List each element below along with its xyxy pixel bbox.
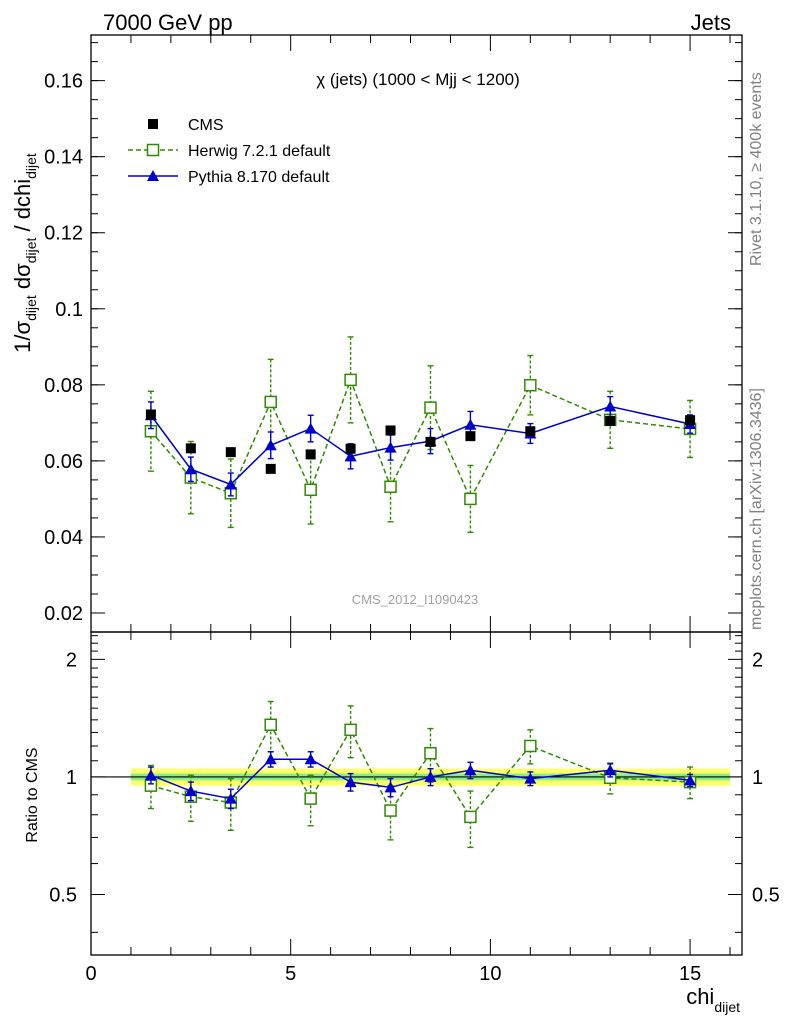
cms-point xyxy=(385,425,396,436)
ratio-herwig-point xyxy=(384,804,397,817)
herwig-point xyxy=(524,378,537,392)
cms-point xyxy=(185,443,196,454)
pythia-point xyxy=(304,422,317,434)
cms-point xyxy=(265,463,276,474)
cms-point xyxy=(685,415,696,426)
ratio-ytick-label-right: 2 xyxy=(752,649,763,671)
main-ytick-label: 0.16 xyxy=(44,71,83,93)
legend-label-cms: CMS xyxy=(188,117,224,134)
ratio-pythia-point xyxy=(384,781,397,793)
pythia-point xyxy=(604,400,617,412)
cms-point xyxy=(345,443,356,454)
side-label-bottom: mcplots.cern.ch [arXiv:1306.3436] xyxy=(748,388,765,630)
herwig-point xyxy=(264,395,277,409)
main-ytick-label: 0.02 xyxy=(44,603,83,625)
x-tick-label: 15 xyxy=(679,963,701,985)
ratio-pythia-point xyxy=(304,753,317,765)
header-left: 7000 GeV pp xyxy=(103,10,233,35)
main-ytick-label: 0.1 xyxy=(55,299,83,321)
x-tick-label: 10 xyxy=(479,963,501,985)
cms-point xyxy=(605,415,616,426)
pythia-point xyxy=(464,418,477,430)
cms-point xyxy=(225,447,236,458)
ratio-pythia-point xyxy=(524,772,537,784)
legend-label-herwig: Herwig 7.2.1 default xyxy=(188,143,331,160)
herwig-point xyxy=(344,373,357,387)
main-panel: 0.02 0.04 0.06 0.08 0.1 0.12 0.14 0.16 CMS_2012… xyxy=(10,34,743,633)
pythia-point xyxy=(264,439,277,451)
ratio-herwig-point xyxy=(344,723,357,737)
legend-label-pythia: Pythia 8.170 default xyxy=(188,169,330,186)
ratio-pythia-point xyxy=(464,764,477,776)
cms-point xyxy=(425,436,436,447)
ratio-pythia-point xyxy=(344,776,357,788)
main-ytick-label: 0.06 xyxy=(44,451,83,473)
cms-point xyxy=(525,426,536,437)
cms-series xyxy=(145,409,696,474)
ratio-pythia-point xyxy=(264,753,277,765)
ratio-pythia-point xyxy=(144,769,157,781)
ratio-pythia-line xyxy=(150,758,691,800)
header-right: Jets xyxy=(691,10,731,35)
ratio-ylabel: Ratio to CMS xyxy=(24,747,41,842)
ratio-pythia-series xyxy=(144,751,697,810)
ratio-frame xyxy=(90,631,743,956)
main-ytick-label: 0.12 xyxy=(44,223,83,245)
x-tick-label: 0 xyxy=(85,963,96,985)
ratio-herwig-point xyxy=(424,746,437,760)
ratio-pythia-point xyxy=(424,770,437,782)
ratio-herwig-point xyxy=(524,739,537,753)
cms-point xyxy=(465,431,476,442)
pythia-point xyxy=(344,450,357,462)
legend-marker-cms xyxy=(148,119,158,129)
ratio-ytick-label: 2 xyxy=(66,649,77,671)
legend-marker-herwig xyxy=(146,143,160,157)
ratio-herwig-point xyxy=(304,792,317,805)
side-label-top: Rivet 3.1.10, ≥ 400k events xyxy=(748,72,765,266)
cms-point xyxy=(305,449,316,460)
pythia-point xyxy=(384,441,397,453)
ratio-ytick-label: 1 xyxy=(66,767,77,789)
ratio-pythia-point xyxy=(184,785,197,797)
main-title: χ (jets) (1000 < Mjj < 1200) xyxy=(316,70,520,89)
herwig-point xyxy=(384,480,397,493)
pythia-series xyxy=(144,395,697,497)
x-axis-label: chidijet xyxy=(686,984,740,1015)
herwig-point xyxy=(424,401,437,414)
herwig-line xyxy=(150,377,691,501)
main-watermark: CMS_2012_I1090423 xyxy=(352,592,479,607)
main-ytick-label: 0.14 xyxy=(44,147,83,169)
legend: CMS Herwig 7.2.1 default Pythia 8.170 defa… xyxy=(128,117,331,186)
main-ylabel: 1/σdijet dσdijet / dchidijet xyxy=(10,153,39,353)
ratio-herwig-point xyxy=(464,810,477,824)
ratio-herwig-line xyxy=(150,723,691,819)
ratio-pythia-point xyxy=(604,764,617,776)
ratio-pythia-point xyxy=(224,792,237,804)
pythia-point xyxy=(224,478,237,490)
main-ytick-label: 0.04 xyxy=(44,527,83,549)
ratio-ytick-label-right: 1 xyxy=(752,767,763,789)
ratio-herwig-point xyxy=(264,718,277,732)
ratio-ytick-label-right: 0.5 xyxy=(752,885,780,907)
main-ytick-label: 0.08 xyxy=(44,375,83,397)
ratio-pythia-point xyxy=(684,774,697,786)
cms-point xyxy=(145,409,156,420)
pythia-line xyxy=(150,405,691,486)
ratio-panel: 0.5 0.5 1 1 2 2 0 5 10 15 Ratio to CMS chidijet xyxy=(24,631,780,1015)
herwig-point xyxy=(464,492,477,506)
herwig-series xyxy=(144,336,697,534)
ratio-ytick-label: 0.5 xyxy=(49,885,77,907)
x-tick-label: 5 xyxy=(285,963,296,985)
herwig-point xyxy=(304,483,317,497)
pythia-point xyxy=(184,463,197,475)
legend-marker-pythia xyxy=(147,170,159,181)
